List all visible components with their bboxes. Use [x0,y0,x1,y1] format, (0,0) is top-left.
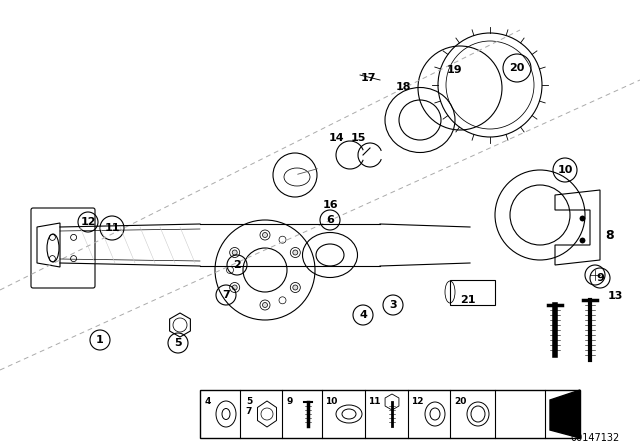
Text: 4: 4 [359,310,367,320]
Text: 18: 18 [396,82,411,92]
Text: 00147132: 00147132 [571,433,620,443]
Text: 1: 1 [96,335,104,345]
Text: 13: 13 [607,291,623,301]
Text: 4: 4 [205,397,211,406]
Text: 7: 7 [222,290,230,300]
Text: 11: 11 [368,397,380,406]
Text: 20: 20 [509,63,525,73]
Text: 5
7: 5 7 [246,397,252,416]
Bar [200,390,580,438]
Text: 11: 11 [104,223,120,233]
Text: 3: 3 [389,300,397,310]
Circle shape [232,250,237,255]
Text: 16: 16 [322,200,338,210]
Text: 19: 19 [447,65,463,75]
Text: 9: 9 [596,273,604,283]
Text: 10: 10 [325,397,337,406]
Text: 20: 20 [454,397,466,406]
Text: 17: 17 [360,73,376,83]
Circle shape [262,302,268,307]
Circle shape [262,233,268,237]
Text: 21: 21 [460,295,476,305]
Text: 2: 2 [233,260,241,270]
Text: 9: 9 [287,397,293,406]
Text: 14: 14 [328,133,344,143]
Circle shape [293,285,298,290]
Text: 15: 15 [350,133,365,143]
Circle shape [232,285,237,290]
Text: 8: 8 [605,228,614,241]
Text: 10: 10 [557,165,573,175]
Circle shape [293,250,298,255]
Polygon shape [550,390,580,438]
Text: 12: 12 [411,397,423,406]
Bar [450,280,495,305]
Text: 12: 12 [80,217,96,227]
Text: 5: 5 [174,338,182,348]
Text: 6: 6 [326,215,334,225]
